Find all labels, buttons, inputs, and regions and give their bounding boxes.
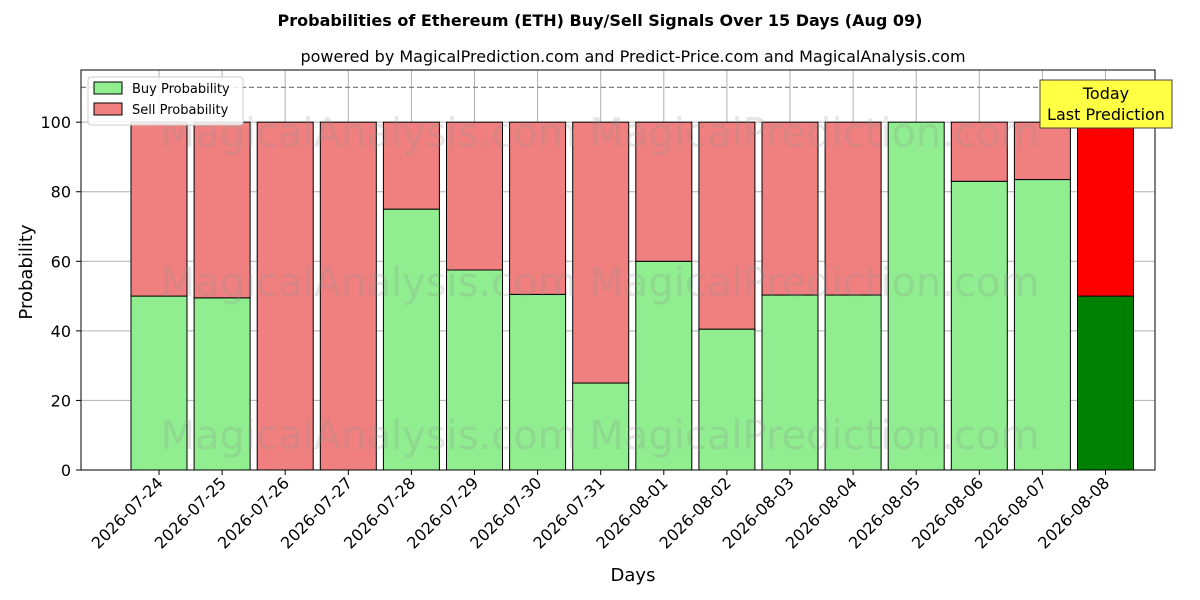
bars: [130, 121, 1134, 471]
chart-subtitle: powered by MagicalPrediction.com and Pre…: [300, 47, 965, 66]
buy-bar: [698, 328, 756, 471]
sell-bar: [698, 121, 756, 330]
buy-bar: [824, 294, 882, 471]
sell-bar: [130, 121, 188, 297]
annotation-text: Last Prediction: [1047, 105, 1165, 124]
today-annotation: Today Last Prediction: [1039, 79, 1173, 129]
sell-bar: [1013, 121, 1071, 181]
sell-bar: [635, 121, 693, 262]
sell-bar: [761, 121, 819, 296]
legend-label: Buy Probability: [132, 82, 230, 97]
sell-bar: [824, 121, 882, 296]
sell-bar: [572, 121, 630, 384]
y-tick-label: 40: [51, 322, 71, 341]
sell-bar: [950, 121, 1008, 182]
sell-bar: [382, 121, 440, 210]
y-tick-label: 20: [51, 391, 71, 410]
x-axis-label: Days: [611, 565, 656, 586]
sell-bar: [446, 121, 503, 271]
plot-frame: [80, 69, 1156, 471]
watermark-text: MagicalAnalysis.com MagicalPrediction.co…: [161, 413, 1040, 459]
buy-bar: [572, 382, 630, 471]
buy-bar: [887, 121, 945, 471]
buy-bar: [635, 260, 693, 471]
annotation-box: [1039, 79, 1173, 129]
legend-swatch: [93, 81, 123, 95]
y-tick-label: 100: [40, 113, 71, 132]
legend-label: Sell Probability: [132, 103, 229, 118]
legend: Buy Probability Sell Probability: [87, 76, 244, 126]
y-tick-label: 80: [51, 183, 71, 202]
sell-bar: [256, 121, 314, 471]
watermark-text: MagicalAnalysis.com MagicalPrediction.co…: [161, 111, 1040, 157]
y-axis-label: Probability: [16, 224, 37, 319]
y-tick-label: 0: [61, 461, 71, 480]
plot-area: MagicalAnalysis.com MagicalPrediction.co…: [80, 69, 1156, 471]
y-axis: 0 20 40 60 80 100: [40, 113, 81, 480]
buy-bar: [1013, 179, 1071, 471]
buy-bar: [509, 293, 567, 471]
legend-box: [87, 76, 244, 126]
buy-bar: [382, 208, 440, 471]
sell-bar: [319, 121, 377, 471]
buy-bar: [446, 269, 503, 471]
y-tick-label: 60: [51, 252, 71, 271]
sell-bar: [193, 121, 251, 299]
sell-bar: [509, 121, 567, 295]
watermark-text: MagicalAnalysis.com MagicalPrediction.co…: [161, 260, 1040, 306]
x-axis: 2026-07-242026-07-252026-07-262026-07-27…: [88, 470, 1113, 553]
sell-bar: [1077, 121, 1134, 297]
annotation-text: Today: [1082, 84, 1129, 103]
watermarks: MagicalAnalysis.com MagicalPrediction.co…: [161, 111, 1040, 460]
buy-bar: [950, 180, 1008, 471]
legend-swatch: [93, 102, 123, 116]
buy-bar: [1077, 295, 1134, 471]
buy-bar: [761, 294, 819, 471]
chart-title: Probabilities of Ethereum (ETH) Buy/Sell…: [278, 11, 923, 30]
